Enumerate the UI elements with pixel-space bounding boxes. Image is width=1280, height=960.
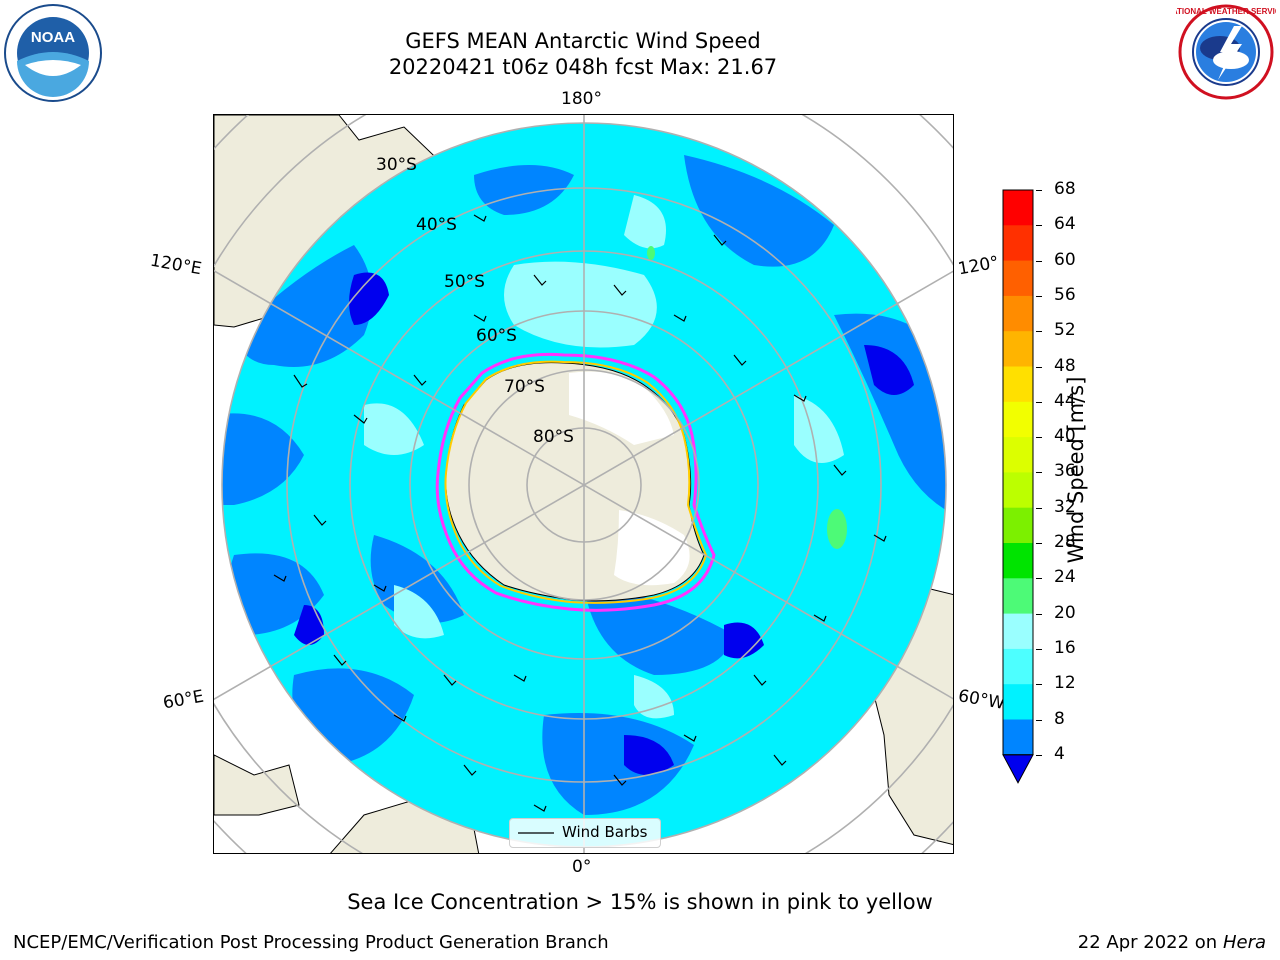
lon-label-0: 0° <box>572 857 592 877</box>
colorbar-band <box>1003 331 1033 367</box>
sea-ice-caption: Sea Ice Concentration > 15% is shown in … <box>347 890 933 914</box>
noaa-logo: NOAA <box>3 3 103 103</box>
colorbar-band <box>1003 472 1033 509</box>
colorbar-band <box>1003 401 1033 438</box>
colorbar-tick-mark <box>1036 295 1042 297</box>
colorbar <box>1000 186 1036 786</box>
chart-title: GEFS MEAN Antarctic Wind Speed <box>405 29 761 53</box>
map-svg: 30°S 40°S 50°S 60°S 70°S 80°S <box>214 115 953 853</box>
nws-logo-text: NATIONAL WEATHER SERVICE <box>1176 7 1276 16</box>
legend-label: Wind Barbs <box>562 823 648 841</box>
colorbar-band <box>1003 295 1033 332</box>
colorbar-tick-mark <box>1036 754 1042 756</box>
colorbar-tick-label: 56 <box>1054 284 1076 305</box>
lat-label-60s: 60°S <box>476 326 517 346</box>
colorbar-tick-mark <box>1036 366 1042 368</box>
colorbar-tick-mark <box>1036 719 1042 721</box>
latitude-labels: 30°S 40°S 50°S 60°S 70°S 80°S <box>376 155 574 447</box>
lat-label-70s: 70°S <box>504 377 545 397</box>
colorbar-tick-mark <box>1036 684 1042 686</box>
lon-label-60e: 60°E <box>161 686 206 714</box>
colorbar-tick-label: 20 <box>1054 602 1076 623</box>
colorbar-band <box>1003 260 1033 297</box>
colorbar-band <box>1003 578 1033 615</box>
colorbar-tick-mark <box>1036 472 1042 474</box>
lat-label-50s: 50°S <box>444 272 485 292</box>
colorbar-tick-mark <box>1036 401 1042 403</box>
colorbar-tick-label: 68 <box>1054 179 1076 199</box>
colorbar-band <box>1003 719 1033 756</box>
colorbar-band <box>1003 437 1033 473</box>
colorbar-band <box>1003 507 1033 544</box>
footer-credit: NCEP/EMC/Verification Post Processing Pr… <box>13 932 609 953</box>
lon-label-120e: 120°E <box>148 250 204 280</box>
colorbar-tick-label: 4 <box>1054 743 1065 764</box>
colorbar-frame <box>1002 189 1034 756</box>
colorbar-band <box>1003 648 1033 685</box>
noaa-logo-text: NOAA <box>31 29 75 46</box>
colorbar-tick-mark <box>1036 225 1042 227</box>
colorbar-tick-mark <box>1036 260 1042 262</box>
colorbar-tick-label: 52 <box>1054 320 1076 341</box>
colorbar-tick-mark <box>1036 190 1042 191</box>
colorbar-band <box>1003 543 1033 579</box>
colorbar-svg <box>1002 189 1034 784</box>
colorbar-tick-label: 44 <box>1054 390 1076 411</box>
lon-label-180: 180° <box>561 89 602 109</box>
lat-label-30s: 30°S <box>376 155 417 175</box>
chart-subtitle: 20220421 t06z 048h fcst Max: 21.67 <box>388 55 778 79</box>
lon-label-60w: 60°W <box>956 686 1007 714</box>
nws-logo: NATIONAL WEATHER SERVICE <box>1166 2 1280 102</box>
colorbar-tick-label: 48 <box>1054 355 1076 376</box>
colorbar-tick-mark <box>1036 648 1042 650</box>
colorbar-tick-label: 8 <box>1054 708 1065 729</box>
graticule <box>214 115 953 853</box>
colorbar-tick-mark <box>1036 578 1042 580</box>
colorbar-band <box>1003 366 1033 403</box>
colorbar-band <box>1003 684 1033 720</box>
legend-line-icon <box>518 832 554 834</box>
colorbar-tick-mark <box>1036 507 1042 509</box>
colorbar-tick-mark <box>1036 543 1042 544</box>
footer-host: Hera <box>1222 932 1266 953</box>
map-panel: 30°S 40°S 50°S 60°S 70°S 80°S Wind Barbs <box>213 114 954 854</box>
colorbar-tick-label: 64 <box>1054 214 1076 235</box>
colorbar-tick-label: 40 <box>1054 426 1076 447</box>
colorbar-tick-label: 60 <box>1054 249 1076 270</box>
colorbar-tick-label: 32 <box>1054 496 1076 517</box>
colorbar-tick-label: 16 <box>1054 637 1076 658</box>
colorbar-extend-triangle <box>1002 754 1034 784</box>
colorbar-tick-label: 24 <box>1054 567 1076 588</box>
colorbar-band <box>1003 225 1033 262</box>
lat-label-80s: 80°S <box>533 427 574 447</box>
colorbar-band <box>1003 190 1033 226</box>
footer-date: 22 Apr 2022 on Hera <box>1078 932 1266 953</box>
colorbar-tick-mark <box>1036 613 1042 615</box>
lon-label-120w: 120° <box>956 252 1001 280</box>
map-legend: Wind Barbs <box>509 818 661 848</box>
colorbar-tick-label: 36 <box>1054 461 1076 482</box>
footer-date-text: 22 Apr 2022 on <box>1077 932 1218 953</box>
colorbar-tick-mark <box>1036 437 1042 439</box>
colorbar-tick-mark <box>1036 331 1042 333</box>
colorbar-band <box>1003 613 1033 650</box>
lat-label-40s: 40°S <box>416 215 457 235</box>
colorbar-label: Wind Speed [m/s] <box>1064 376 1088 564</box>
antarctica <box>435 352 716 612</box>
colorbar-tick-label: 28 <box>1054 532 1076 552</box>
colorbar-tick-label: 12 <box>1054 673 1076 694</box>
wind-barbs <box>273 214 887 812</box>
